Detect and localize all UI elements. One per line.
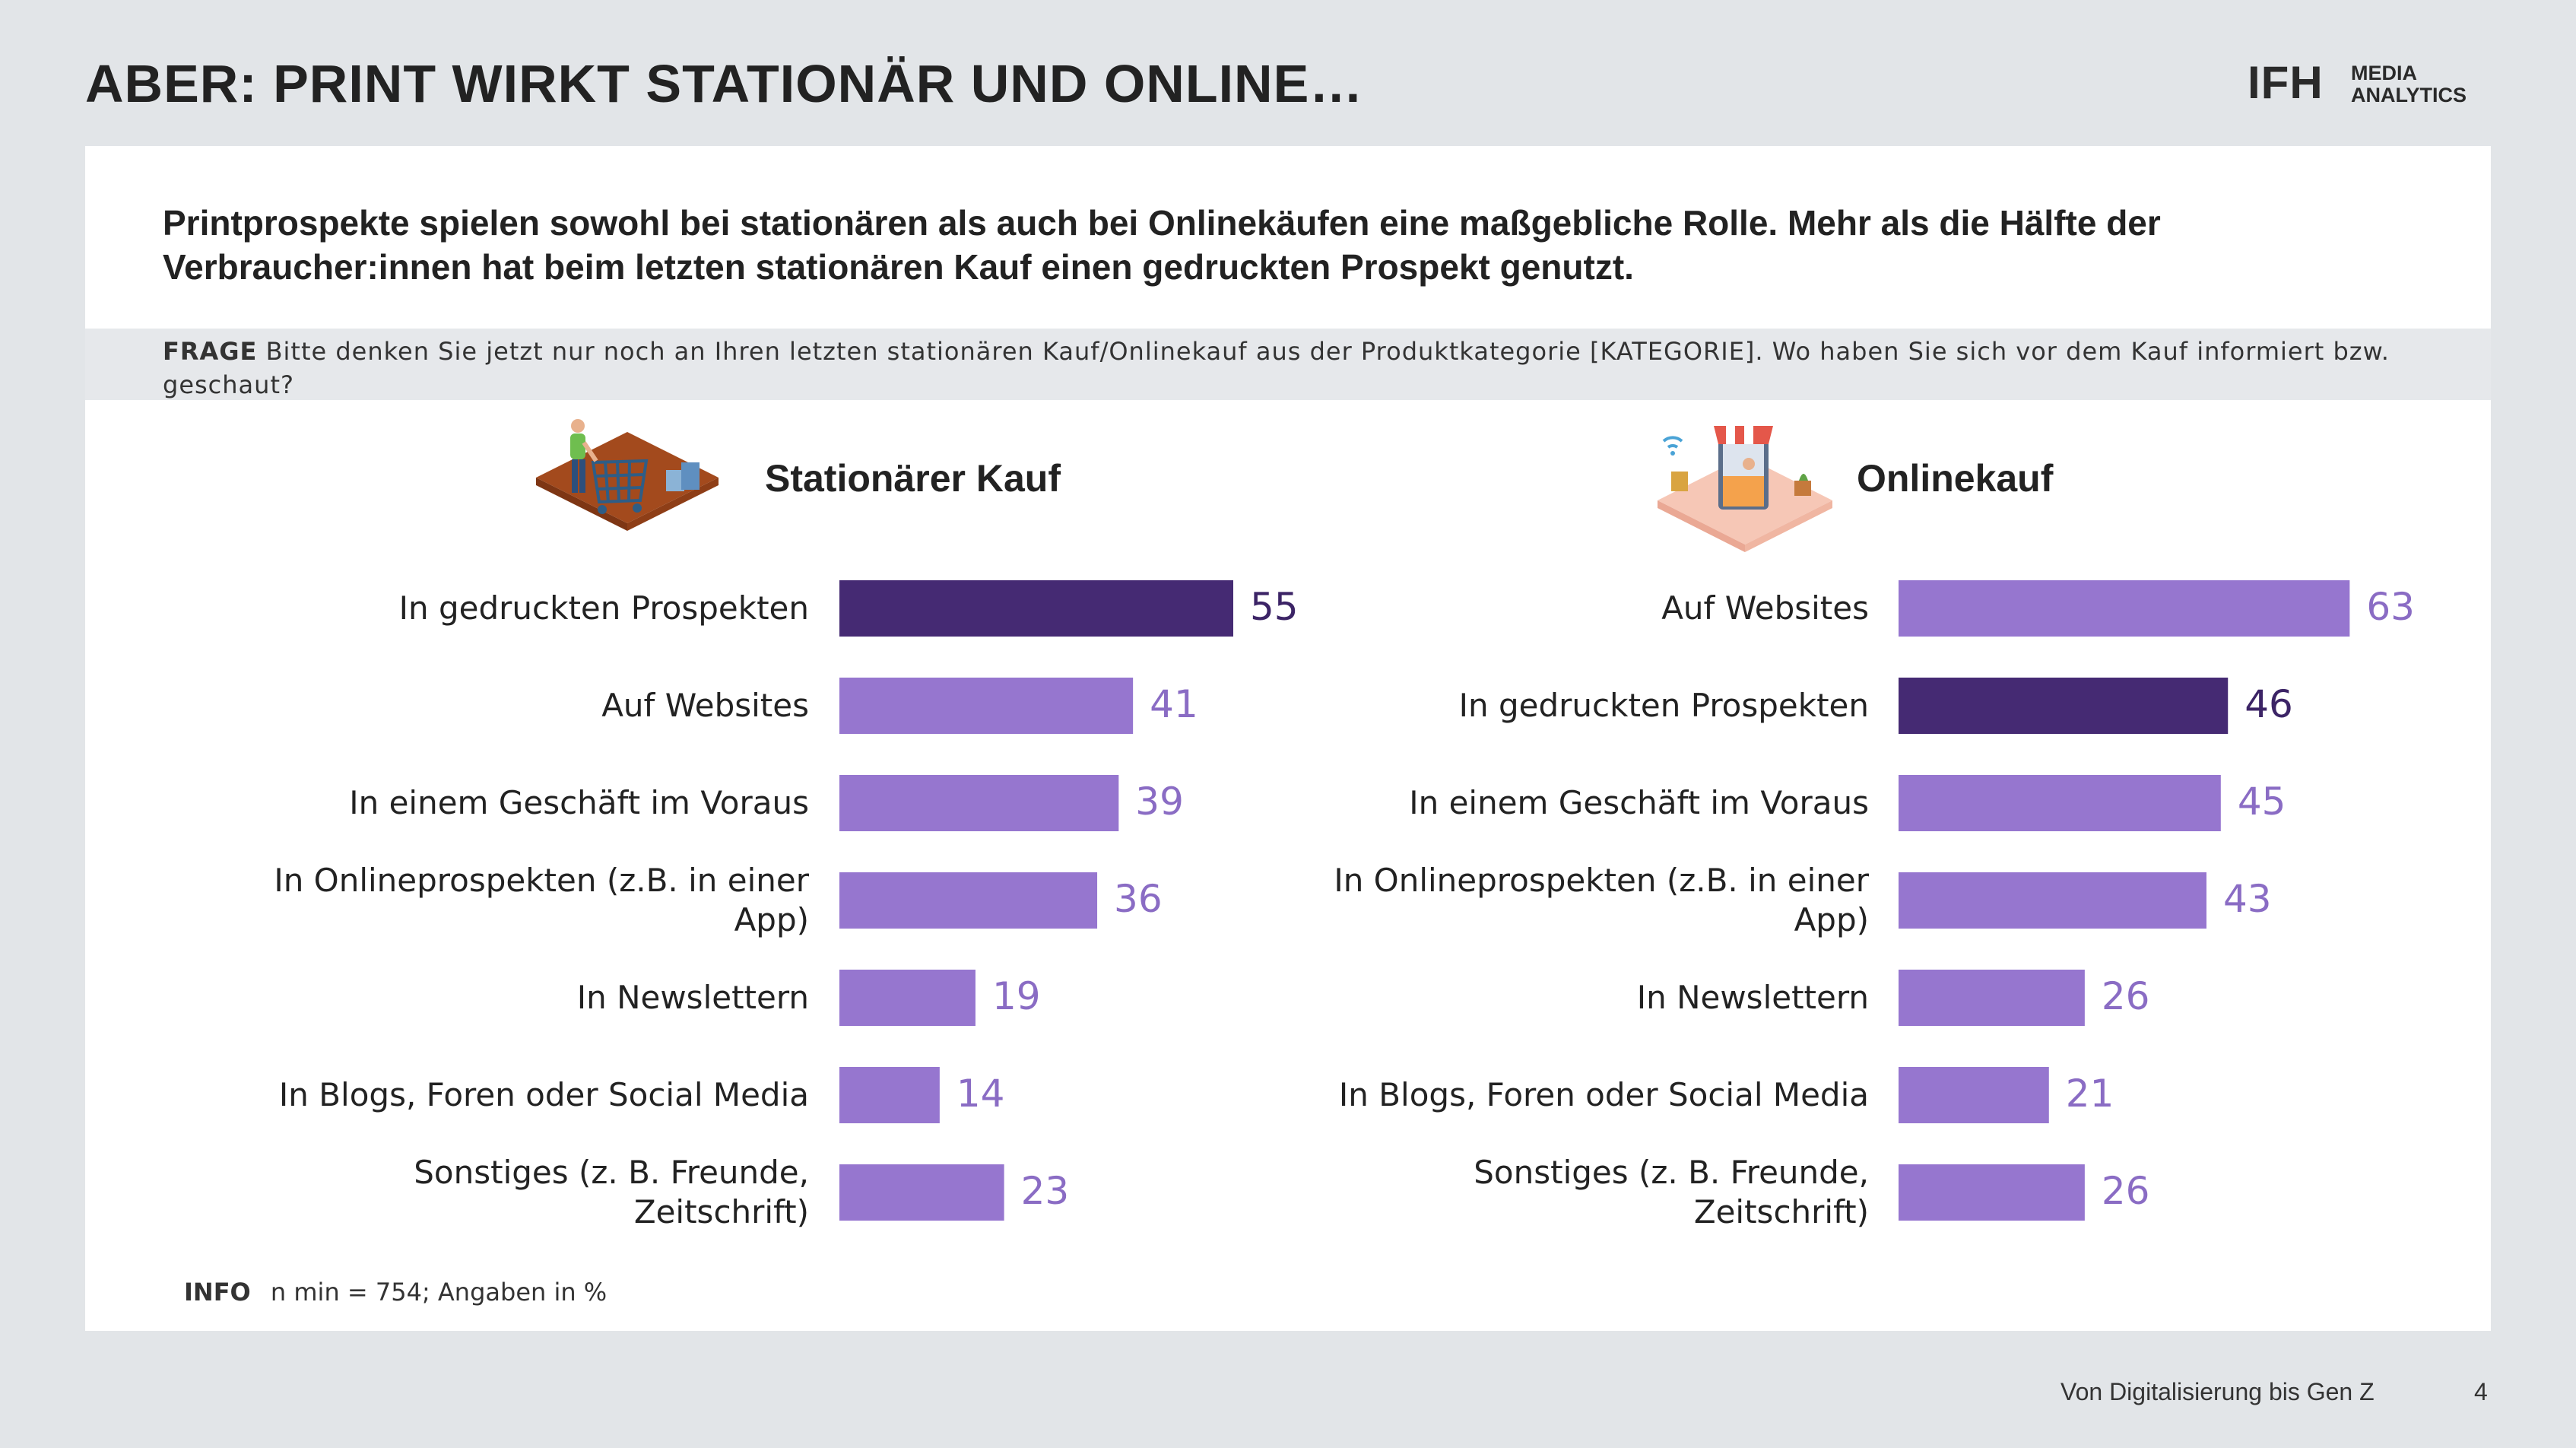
category-label-online-1-0: In gedruckten Prospekten — [1459, 687, 1869, 724]
logo-line-1: MEDIA — [2351, 62, 2417, 84]
bar-stationary-5 — [839, 1067, 940, 1123]
category-label-stationary-0-0: In gedruckten Prospekten — [399, 589, 809, 627]
bar-online-6 — [1899, 1164, 2085, 1221]
chart-title-stationary: Stationärer Kauf — [765, 457, 1061, 500]
value-label-stationary-3: 36 — [1114, 877, 1163, 921]
category-label-stationary-6-1: Zeitschrift) — [634, 1193, 809, 1230]
value-label-online-0: 63 — [2366, 585, 2415, 629]
bar-stationary-6 — [839, 1164, 1004, 1221]
question-label: FRAGE — [163, 337, 258, 366]
category-label-online-0-0: Auf Websites — [1661, 589, 1869, 627]
category-label-online-4-0: In Newslettern — [1637, 979, 1869, 1016]
category-label-stationary-2-0: In einem Geschäft im Voraus — [349, 784, 809, 821]
question-text: FRAGE Bitte denken Sie jetzt nur noch an… — [163, 335, 2444, 402]
value-label-stationary-1: 41 — [1150, 682, 1198, 726]
category-label-stationary-3-1: App) — [734, 901, 809, 938]
bar-stationary-0 — [839, 580, 1233, 637]
online-shop-icon — [1658, 426, 1832, 552]
bar-stationary-3 — [839, 872, 1098, 929]
value-label-online-4: 26 — [2102, 974, 2150, 1018]
bar-stationary-4 — [839, 970, 976, 1026]
category-label-stationary-4-0: In Newslettern — [577, 979, 809, 1016]
category-label-stationary-5-0: In Blogs, Foren oder Social Media — [279, 1076, 809, 1113]
category-label-online-5-0: In Blogs, Foren oder Social Media — [1339, 1076, 1869, 1113]
question-body: Bitte denken Sie jetzt nur noch an Ihren… — [163, 337, 2390, 399]
shopping-cart-store-icon — [536, 419, 719, 531]
category-label-online-6-1: Zeitschrift) — [1694, 1193, 1869, 1230]
value-label-online-2: 45 — [2238, 780, 2286, 824]
value-label-online-3: 43 — [2223, 877, 2272, 921]
info-text: n min = 754; Angaben in % — [270, 1278, 608, 1307]
value-label-online-5: 21 — [2066, 1072, 2114, 1116]
value-label-stationary-0: 55 — [1250, 585, 1299, 629]
info-label: INFO — [184, 1278, 251, 1307]
question-box: FRAGE Bitte denken Sie jetzt nur noch an… — [85, 329, 2491, 400]
bar-stationary-1 — [839, 678, 1134, 734]
category-label-stationary-1-0: Auf Websites — [601, 687, 809, 724]
logo-subtitle: MEDIA ANALYTICS — [2351, 62, 2467, 106]
category-label-stationary-6-0: Sonstiges (z. B. Freunde, — [414, 1154, 809, 1191]
value-label-stationary-2: 39 — [1135, 780, 1184, 824]
value-label-online-6: 26 — [2102, 1169, 2150, 1213]
bar-online-1 — [1899, 678, 2229, 734]
info-note: INFO n min = 754; Angaben in % — [184, 1278, 607, 1307]
logo-brand: IFH — [2248, 57, 2324, 108]
content-panel: Printprospekte spielen sowohl bei statio… — [85, 146, 2491, 1331]
bar-online-4 — [1899, 970, 2085, 1026]
value-label-stationary-6: 23 — [1021, 1169, 1070, 1213]
lead-text: Printprospekte spielen sowohl bei statio… — [163, 203, 2161, 287]
value-label-stationary-5: 14 — [956, 1072, 1005, 1116]
category-label-online-3-1: App) — [1794, 901, 1869, 938]
category-label-online-2-0: In einem Geschäft im Voraus — [1409, 784, 1869, 821]
bar-online-3 — [1899, 872, 2206, 929]
category-label-stationary-3-0: In Onlineprospekten (z.B. in einer — [274, 862, 809, 899]
bar-online-0 — [1899, 580, 2350, 637]
bar-online-2 — [1899, 775, 2221, 831]
value-label-stationary-4: 19 — [992, 974, 1041, 1018]
chart-title-online: Onlinekauf — [1857, 457, 2054, 500]
value-label-online-1: 46 — [2244, 682, 2293, 726]
footer-text: Von Digitalisierung bis Gen Z — [2060, 1378, 2375, 1405]
category-label-online-3-0: In Onlineprospekten (z.B. in einer — [1334, 862, 1869, 899]
page-number: 4 — [2474, 1378, 2488, 1405]
bar-online-5 — [1899, 1067, 2049, 1123]
logo-line-2: ANALYTICS — [2351, 84, 2467, 106]
category-label-online-6-0: Sonstiges (z. B. Freunde, — [1474, 1154, 1869, 1191]
page-title: ABER: PRINT WIRKT STATIONÄR UND ONLINE… — [85, 54, 1364, 113]
bar-stationary-2 — [839, 775, 1119, 831]
